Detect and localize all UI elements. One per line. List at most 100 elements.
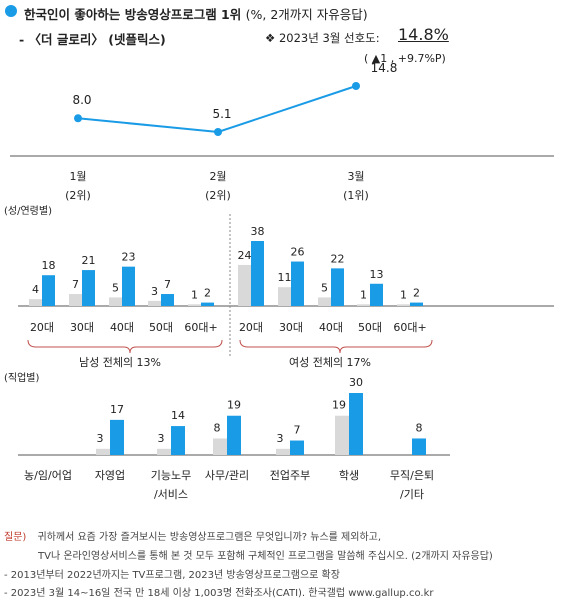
bar-blue-label: 38: [251, 225, 265, 238]
bar-gray-label: 1: [191, 288, 198, 301]
bar-gray: [29, 299, 42, 306]
x-tick-label: 20대: [30, 321, 54, 334]
preference-value: 14.8%: [398, 25, 449, 44]
chart-subtitle: - 〈더 글로리〉 (넷플릭스): [19, 32, 166, 47]
bar-blue-label: 23: [122, 251, 136, 264]
bar-gray: [278, 287, 291, 306]
bar-gray-label: 19: [332, 399, 346, 412]
bar-blue-label: 14: [171, 409, 185, 422]
bar-blue-label: 19: [227, 399, 241, 412]
bar-blue-label: 30: [349, 376, 363, 389]
question-label: 질문): [4, 532, 27, 543]
bar-gray: [238, 264, 251, 306]
bar-blue: [82, 270, 95, 306]
bar-gray-label: 1: [360, 288, 367, 301]
data-label: 8.0: [72, 93, 91, 107]
bar-blue: [412, 438, 426, 455]
x-tick-label: 50대: [149, 321, 173, 334]
bar-blue: [161, 294, 174, 306]
x-tick-label: 50대: [358, 321, 382, 334]
bar-blue-label: 26: [291, 246, 305, 259]
bar-gray-label: 3: [151, 285, 158, 298]
x-tick-label: 1월: [69, 170, 86, 183]
preference-change: ( ▲1 , +9.7%P): [364, 52, 446, 65]
bar-blue-label: 7: [294, 424, 301, 437]
x-tick-label: 40대: [319, 321, 343, 334]
bar-blue: [370, 283, 383, 306]
bar-gray: [148, 300, 161, 306]
bar-blue-label: 8: [416, 421, 423, 434]
x-tick-label: 30대: [279, 321, 303, 334]
bar-blue: [122, 266, 135, 306]
x-tick-label: 20대: [239, 321, 263, 334]
bar-gray: [335, 415, 349, 455]
bar-gray-label: 5: [112, 281, 119, 294]
bar-gray: [357, 304, 370, 306]
x-tick-label: 2월: [209, 170, 226, 183]
bar-gray: [96, 448, 110, 455]
x-tick-rank: (2위): [205, 189, 231, 202]
bar-gray-label: 24: [238, 249, 252, 262]
title-main: 한국인이 좋아하는 방송영상프로그램 1위: [24, 7, 242, 22]
x-tick-rank: (2위): [65, 189, 91, 202]
footnote-2: - 2023년 3월 14~16일 전국 만 18세 이상 1,003명 전화조…: [4, 588, 434, 599]
question-line-1: 질문) 귀하께서 요즘 가장 즐겨보시는 방송영상프로그램은 무엇입니까? 뉴스…: [4, 528, 381, 543]
x-tick-label: 60대+: [393, 321, 426, 334]
question-text-1: 귀하께서 요즘 가장 즐겨보시는 방송영상프로그램은 무엇입니까? 뉴스를 제외…: [37, 532, 382, 543]
bar-gray-label: 3: [158, 432, 165, 445]
x-tick-label: 60대+: [184, 321, 217, 334]
bar-blue: [110, 419, 124, 455]
x-tick-label: 무직/은퇴: [390, 469, 434, 482]
x-tick-label: 30대: [70, 321, 94, 334]
bar-gray: [188, 304, 201, 306]
bar-gray: [157, 448, 171, 455]
bar-gray-label: 5: [321, 281, 328, 294]
bar-blue: [227, 415, 241, 455]
x-tick-label: 자영업: [95, 469, 125, 482]
bar-blue: [290, 440, 304, 455]
x-tick-label: 사무/관리: [205, 469, 249, 482]
x-tick-label: /기타: [400, 488, 424, 500]
bar-blue: [291, 261, 304, 306]
x-tick-rank: (1위): [343, 189, 369, 202]
bar-gray-label: 7: [72, 278, 79, 291]
group-bracket: [239, 339, 433, 354]
bar-gray-label: 1: [400, 288, 407, 301]
x-tick-label: 학생: [339, 469, 359, 482]
title-suffix: (%, 2개까지 자유응답): [245, 7, 368, 22]
section-label: (직업별): [4, 371, 40, 384]
bar-gray-label: 3: [277, 432, 284, 445]
bar-gray-label: 11: [278, 271, 292, 284]
bar-blue: [331, 268, 344, 306]
bar-gray: [397, 304, 410, 306]
bar-blue-label: 21: [82, 254, 96, 267]
data-point: [214, 128, 222, 136]
bar-blue-label: 22: [331, 252, 345, 265]
data-point: [74, 114, 82, 123]
data-label: 14.8: [371, 61, 398, 75]
bar-gray: [69, 294, 82, 306]
bar-gray-label: 8: [214, 421, 221, 434]
bar-gray: [109, 297, 122, 306]
bar-blue-label: 2: [413, 287, 420, 300]
x-tick-label: 40대: [110, 321, 134, 334]
bar-blue: [349, 393, 363, 455]
x-tick-label: /서비스: [154, 488, 188, 500]
bar-blue-label: 18: [42, 259, 56, 272]
x-tick-label: 농/임/어업: [24, 469, 72, 482]
question-text-2: TV나 온라인영상서비스를 통해 본 것 모두 포함해 구체적인 프로그램을 말…: [38, 551, 493, 562]
trend-line-chart: 8.0 1월 (2위) 5.1 2월 (2위) 14.8 3월 (1위): [10, 61, 554, 202]
bar-blue-label: 2: [204, 287, 211, 300]
bar-gray-label: 4: [32, 283, 39, 296]
bar-blue-label: 17: [110, 403, 124, 416]
bar-blue: [201, 302, 214, 306]
x-tick-label: 전업주부: [270, 469, 310, 482]
bar-gray: [213, 438, 227, 455]
bar-blue: [42, 275, 55, 306]
bar-blue-label: 13: [370, 268, 384, 281]
x-tick-label: 3월: [347, 170, 364, 183]
occupation-bar-chart: (직업별)농/임/어업317자영업314기능노무/서비스819사무/관리37전업…: [4, 371, 450, 500]
header-bullet-icon: [5, 5, 17, 17]
bar-blue-label: 7: [164, 278, 171, 291]
